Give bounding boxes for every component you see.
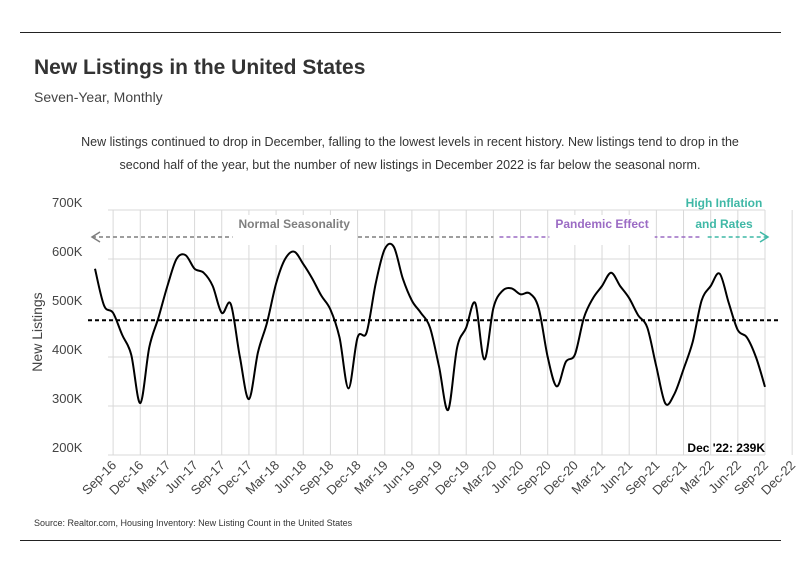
period-label-bg xyxy=(549,215,655,245)
x-axis: Sep-16Dec-16Mar-17Jun-17Sep-17Dec-17Mar-… xyxy=(79,458,798,498)
period-label: High Inflation and Rates xyxy=(686,196,763,231)
period-annotations: Normal Seasonality Pandemic Effect High In… xyxy=(90,196,770,245)
bottom-rule xyxy=(20,540,781,541)
period-label-bg xyxy=(232,215,356,245)
y-tick-label: 400K xyxy=(52,342,83,357)
y-tick-label: 600K xyxy=(52,244,83,259)
chart-note: New listings continued to drop in Decemb… xyxy=(81,135,739,172)
source-note: Source: Realtor.com, Housing Inventory: … xyxy=(34,518,353,528)
period-label: Pandemic Effect xyxy=(555,217,648,231)
y-tick-label: 300K xyxy=(52,391,83,406)
chart-subtitle: Seven-Year, Monthly xyxy=(34,89,163,105)
period-arrow-head-right xyxy=(759,231,770,243)
last-value-annotation: Dec '22: 239K xyxy=(687,441,765,455)
top-rule xyxy=(20,32,781,33)
series-line-new-listings xyxy=(94,242,766,411)
y-tick-label: 500K xyxy=(52,293,83,308)
y-axis-label: New Listings xyxy=(29,292,45,371)
chart-title: New Listings in the United States xyxy=(34,56,366,79)
period-label: Normal Seasonality xyxy=(239,217,351,231)
period-label-line: and Rates xyxy=(695,217,753,231)
grid-lines xyxy=(108,209,793,456)
period-arrow-head-left xyxy=(90,231,101,243)
y-tick-label: 200K xyxy=(52,440,83,455)
period-label-line: High Inflation xyxy=(686,196,763,210)
y-tick-label: 700K xyxy=(52,195,83,210)
y-axis: 200K 300K 400K 500K 600K 700K xyxy=(52,195,83,455)
